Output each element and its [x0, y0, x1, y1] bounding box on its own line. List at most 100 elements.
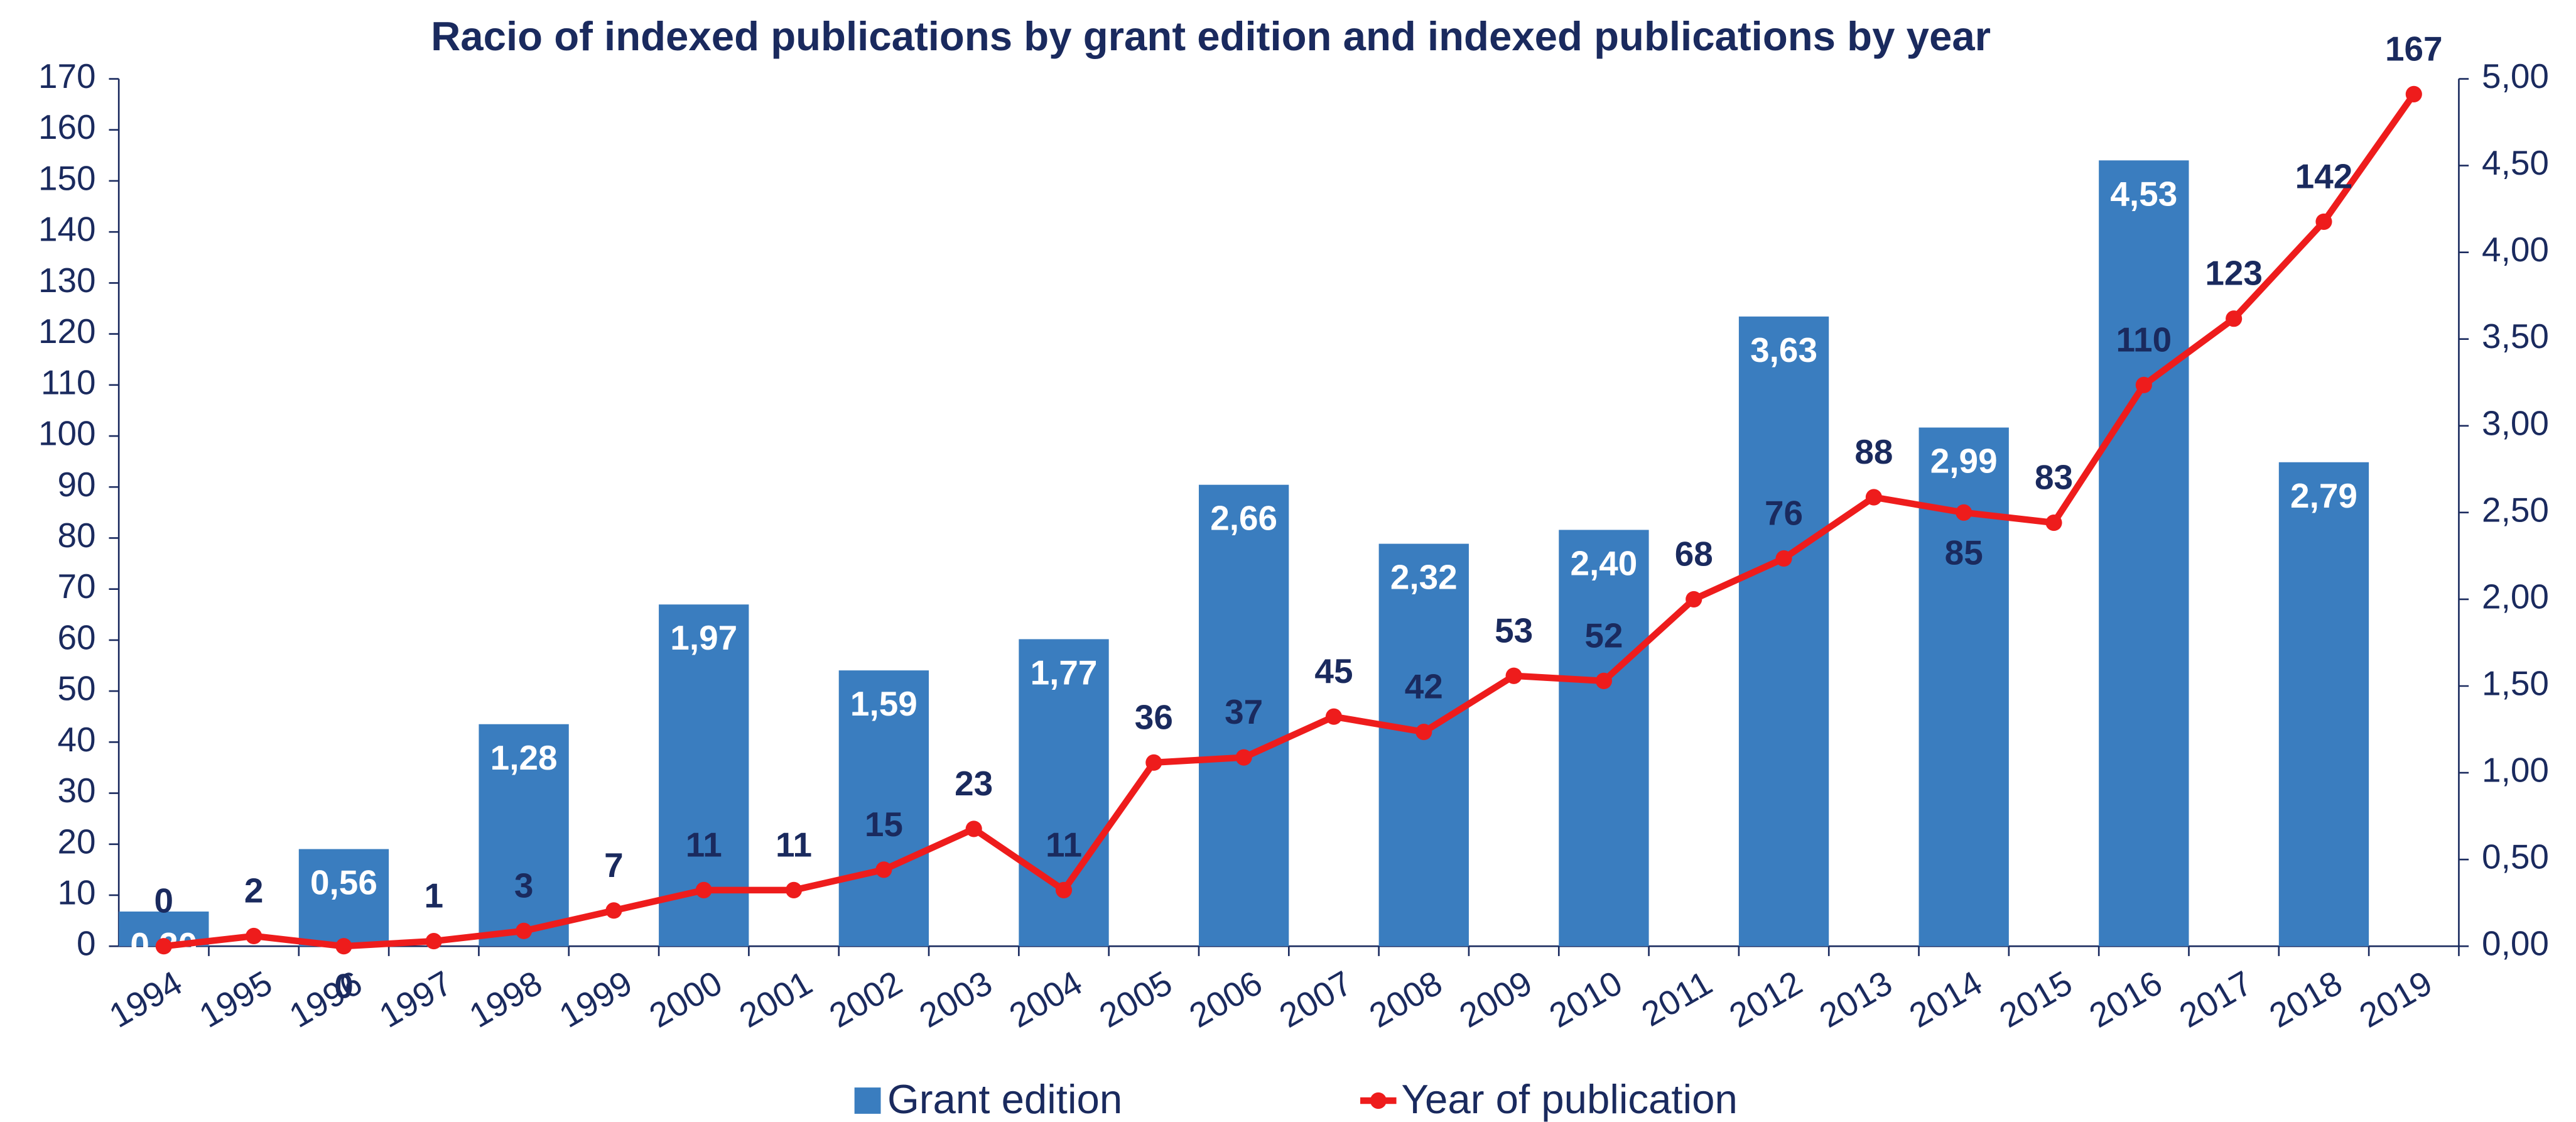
x-tick-label: 2002	[823, 963, 909, 1035]
line-value-label: 15	[865, 805, 903, 844]
line-value-label: 2	[244, 871, 264, 910]
x-tick-label: 2013	[1812, 963, 1898, 1035]
y-tick-label: 100	[38, 414, 96, 453]
line-value-label: 0	[334, 967, 354, 1006]
line-value-label: 23	[955, 764, 993, 803]
line-marker	[2045, 515, 2062, 531]
y2-tick-label: 5,00	[2482, 57, 2549, 95]
line-marker	[516, 922, 533, 939]
bar-value-label: 1,28	[490, 738, 558, 777]
line-marker	[1865, 489, 1882, 506]
bar-value-label: 1,77	[1031, 653, 1098, 692]
line-value-label: 45	[1314, 651, 1353, 690]
y2-tick-label: 2,00	[2482, 577, 2549, 616]
line-marker	[1505, 667, 1522, 684]
x-tick-label: 1994	[102, 963, 188, 1035]
bar	[838, 670, 929, 947]
y-tick-label: 60	[57, 618, 95, 656]
line-marker	[965, 820, 982, 837]
line-value-label: 76	[1765, 493, 1803, 532]
x-tick-label: 2017	[2173, 963, 2259, 1035]
line-marker	[1235, 749, 1252, 766]
x-tick-label: 1998	[463, 963, 549, 1035]
x-tick-label: 2007	[1273, 963, 1359, 1035]
line-value-label: 142	[2295, 156, 2353, 195]
x-tick-label: 2010	[1543, 963, 1629, 1035]
y-tick-label: 50	[57, 669, 95, 708]
x-tick-label: 2019	[2352, 963, 2438, 1035]
line-marker	[875, 861, 892, 878]
line-value-label: 0	[154, 881, 174, 920]
x-tick-label: 2018	[2263, 963, 2349, 1035]
bar-value-label: 0,56	[310, 863, 377, 902]
y2-tick-label: 4,00	[2482, 230, 2549, 269]
line-value-label: 52	[1584, 616, 1623, 655]
x-tick-label: 2011	[1635, 963, 1718, 1034]
bar	[479, 724, 569, 947]
x-tick-label: 1996	[283, 963, 369, 1035]
line-value-label: 37	[1225, 692, 1263, 731]
y2-tick-label: 3,50	[2482, 317, 2549, 356]
x-tick-label: 2004	[1003, 963, 1089, 1035]
y-tick-label: 150	[38, 158, 96, 197]
x-tick-label: 2012	[1723, 963, 1809, 1035]
line-value-label: 68	[1675, 534, 1713, 573]
y2-tick-label: 3,00	[2482, 403, 2549, 442]
x-tick-label: 2015	[1993, 963, 2079, 1035]
x-tick-label: 2009	[1453, 963, 1539, 1035]
line-marker	[1325, 708, 1343, 725]
y-tick-label: 140	[38, 210, 96, 249]
y-tick-label: 110	[41, 362, 96, 401]
y2-tick-label: 4,50	[2482, 143, 2549, 182]
y-tick-label: 120	[38, 312, 96, 351]
x-tick-label: 1997	[372, 963, 458, 1035]
line	[163, 92, 2417, 950]
line-marker	[1595, 672, 1612, 689]
line-marker	[1145, 754, 1162, 771]
bar-value-label: 4,53	[2110, 174, 2177, 213]
y-tick-label: 160	[38, 107, 96, 146]
line-value-label: 36	[1135, 697, 1173, 736]
line-marker	[695, 881, 712, 898]
line-marker	[246, 927, 262, 945]
line-marker	[1686, 591, 1702, 608]
bar-value-label: 2,40	[1570, 544, 1637, 583]
y-tick-label: 10	[57, 873, 95, 912]
line-value-label: 11	[686, 825, 722, 864]
y-tick-label: 130	[38, 261, 96, 300]
line-marker	[425, 933, 442, 950]
line-value-label: 123	[2205, 254, 2263, 293]
line-value-label: 53	[1495, 611, 1533, 650]
bar	[1559, 530, 1649, 947]
line-marker	[2315, 213, 2332, 230]
bar-value-label: 1,97	[670, 618, 737, 657]
x-tick-label: 2001	[733, 963, 819, 1035]
line-marker	[2405, 85, 2422, 102]
line-value-label: 11	[776, 825, 812, 864]
y2-tick-label: 0,00	[2482, 924, 2549, 963]
x-tick-label: 1995	[193, 963, 279, 1035]
y2-tick-label: 2,50	[2482, 490, 2549, 529]
bar-value-label: 2,32	[1390, 558, 1458, 597]
bar	[1378, 543, 1469, 947]
line-marker	[605, 902, 622, 919]
line-value-label: 88	[1854, 432, 1893, 471]
line-marker	[155, 938, 172, 955]
bar-value-label: 2,79	[2290, 476, 2357, 515]
line-value-label: 83	[2035, 458, 2073, 497]
bar	[298, 849, 389, 947]
line-marker	[1055, 881, 1073, 898]
x-tick-label: 2016	[2082, 963, 2168, 1035]
x-tick-label: 2000	[642, 963, 728, 1035]
y-tick-label: 70	[57, 567, 95, 606]
line-value-label: 110	[2116, 320, 2172, 359]
y-tick-label: 90	[57, 465, 95, 504]
x-tick-label: 2006	[1182, 963, 1269, 1035]
line-value-label: 11	[1046, 825, 1082, 864]
chart-title: Racio of indexed publications by grant e…	[431, 13, 1991, 59]
line-value-label: 85	[1945, 533, 1983, 572]
line-value-label: 7	[604, 846, 624, 885]
line-value-label: 1	[425, 876, 444, 915]
line-marker	[1415, 724, 1432, 741]
